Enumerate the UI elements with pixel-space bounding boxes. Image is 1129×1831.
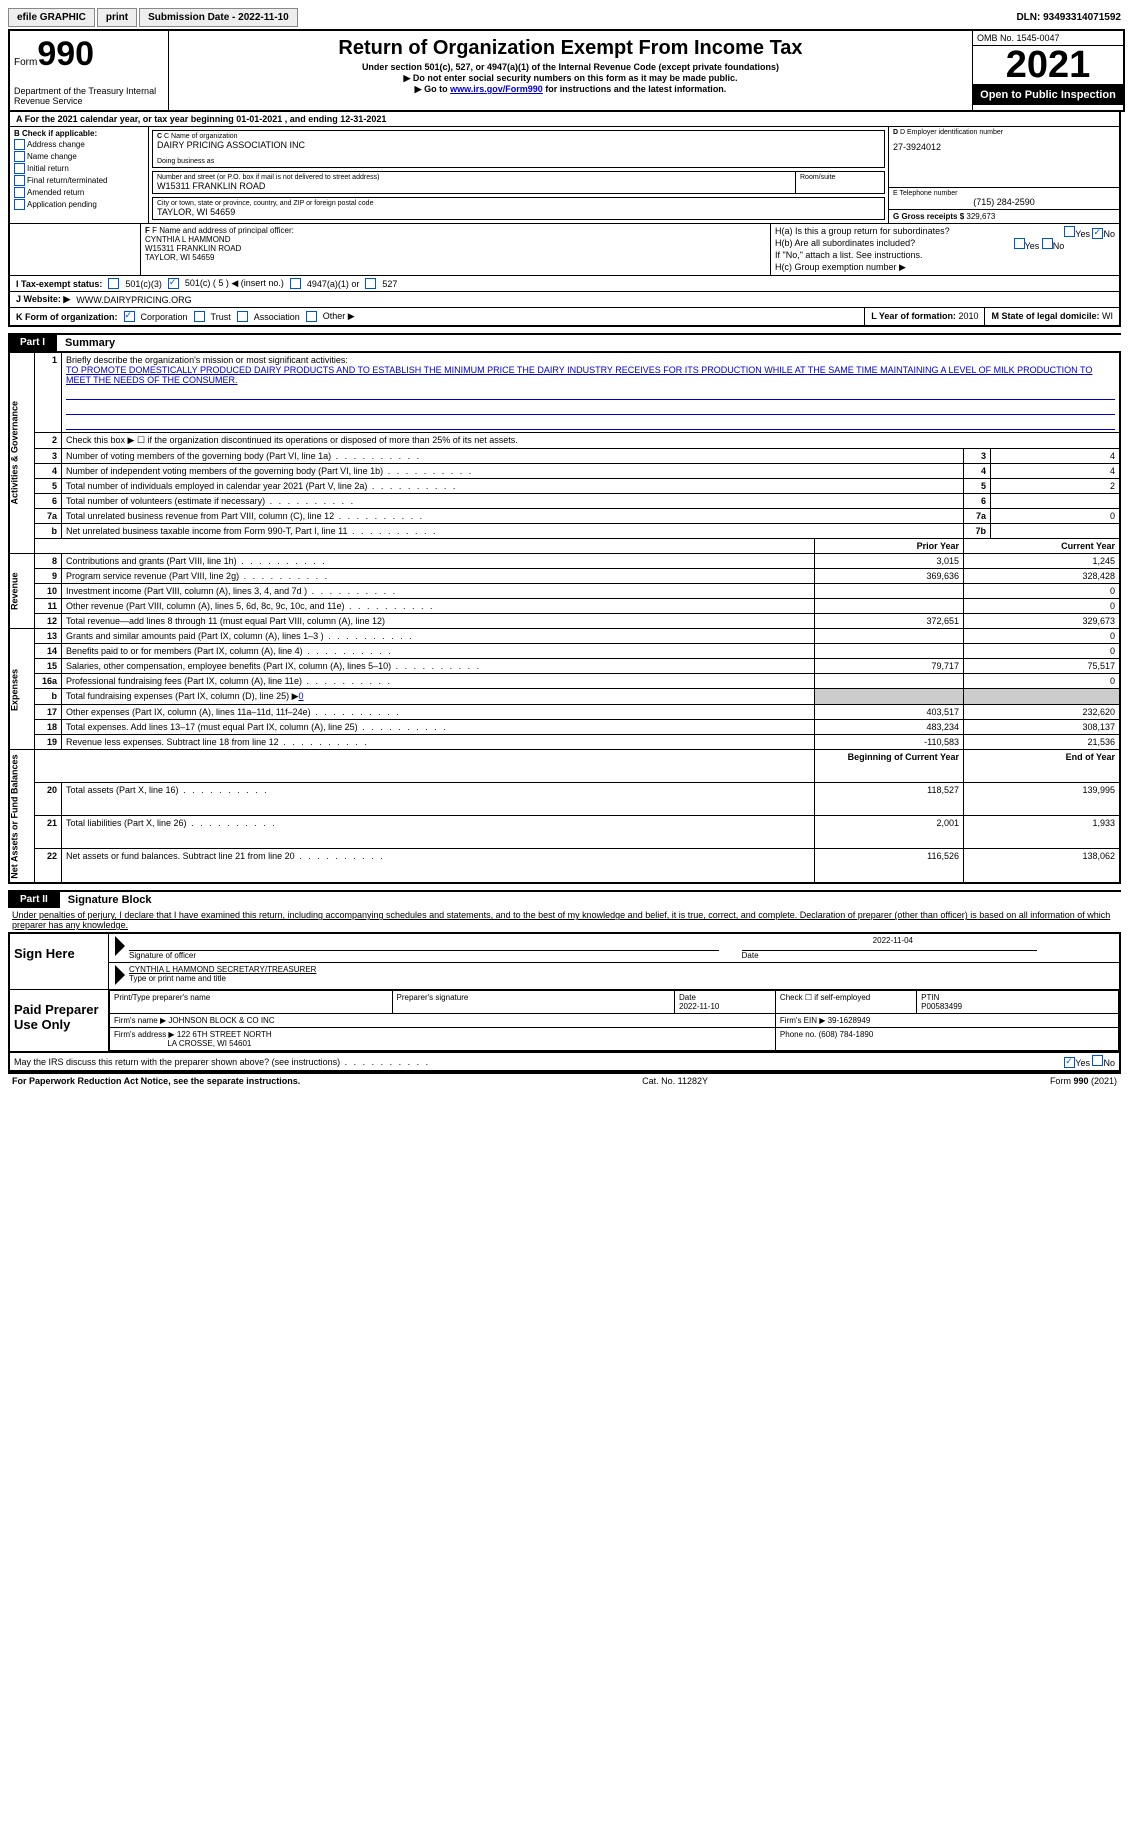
dba-label: Doing business as [157, 158, 880, 165]
chk-corp[interactable] [124, 311, 135, 322]
chk-501c[interactable] [168, 278, 179, 289]
year-formation: 2010 [958, 311, 978, 321]
city-label: City or town, state or province, country… [157, 200, 880, 207]
ein: 27-3924012 [893, 142, 1115, 152]
form-number: Form990 [14, 35, 164, 74]
check-applicable: B Check if applicable: Address change Na… [10, 127, 149, 223]
sign-arrow-icon-2 [115, 965, 125, 985]
addr-label: Number and street (or P.O. box if mail i… [157, 174, 791, 181]
submission-date: Submission Date - 2022-11-10 [139, 8, 298, 27]
hb-yes[interactable] [1014, 238, 1025, 249]
efile-button[interactable]: efile GRAPHIC [8, 8, 95, 27]
subtitle-1: Under section 501(c), 527, or 4947(a)(1)… [177, 62, 964, 72]
form-title: Return of Organization Exempt From Incom… [177, 37, 964, 60]
ptin: P00583499 [921, 1002, 962, 1011]
row-tax-exempt: I Tax-exempt status: 501(c)(3) 501(c) ( … [8, 276, 1121, 292]
part1-header: Part I Summary [8, 333, 1121, 351]
preparer-table: Print/Type preparer's name Preparer's si… [109, 990, 1119, 1051]
section-net: Net Assets or Fund Balances [9, 750, 35, 884]
room-label: Room/suite [800, 174, 880, 181]
addr: W15311 FRANKLIN ROAD [157, 181, 791, 191]
section-rev: Revenue [9, 554, 35, 629]
sign-arrow-icon [115, 936, 125, 956]
signature-section: Sign Here 2022-11-04 Signature of office… [8, 932, 1121, 1072]
firm-ein: 39-1628949 [828, 1016, 871, 1025]
firm-addr1: 122 6TH STREET NORTH [177, 1030, 272, 1039]
firm-name: JOHNSON BLOCK & CO INC [168, 1016, 274, 1025]
open-to-public: Open to Public Inspection [973, 85, 1123, 105]
officer-print-name: CYNTHIA L HAMMOND SECRETARY/TREASURER [129, 965, 1113, 974]
firm-addr2: LA CROSSE, WI 54601 [167, 1039, 251, 1048]
print-button[interactable]: print [97, 8, 137, 27]
row-klm: K Form of organization: Corporation Trus… [8, 308, 1121, 327]
officer-addr2: TAYLOR, WI 54659 [145, 253, 215, 262]
sig-date-val: 2022-11-04 [129, 936, 1113, 950]
state-domicile: WI [1102, 311, 1113, 321]
discuss-row: May the IRS discuss this return with the… [10, 1052, 1119, 1070]
row-website: J Website: ▶ WWW.DAIRYPRICING.ORG [8, 292, 1121, 308]
chk-trust[interactable] [194, 311, 205, 322]
mission-text: TO PROMOTE DOMESTICALLY PRODUCED DAIRY P… [66, 365, 1092, 385]
summary-table: Activities & Governance 1 Briefly descri… [8, 351, 1121, 884]
declaration-text: Under penalties of perjury, I declare th… [8, 908, 1121, 932]
sign-here-label: Sign Here [10, 934, 109, 989]
website-url: WWW.DAIRYPRICING.ORG [76, 295, 191, 305]
tax-year: 2021 [973, 46, 1123, 85]
officer-addr1: W15311 FRANKLIN ROAD [145, 244, 241, 253]
section-ag: Activities & Governance [9, 352, 35, 554]
tel: (715) 284-2590 [893, 197, 1115, 207]
chk-other[interactable] [306, 311, 317, 322]
discuss-yes[interactable] [1064, 1057, 1075, 1068]
chk-initial-return[interactable] [14, 163, 25, 174]
subtitle-2: ▶ Do not enter social security numbers o… [177, 73, 964, 84]
department: Department of the Treasury Internal Reve… [14, 86, 164, 106]
org-info-box: B Check if applicable: Address change Na… [8, 127, 1121, 224]
city: TAYLOR, WI 54659 [157, 207, 880, 217]
chk-app-pending[interactable] [14, 199, 25, 210]
chk-final-return[interactable] [14, 175, 25, 186]
chk-4947[interactable] [290, 278, 301, 289]
paid-preparer-label: Paid Preparer Use Only [10, 990, 109, 1051]
subtitle-3: ▶ Go to www.irs.gov/Form990 for instruct… [177, 84, 964, 95]
firm-phone: (608) 784-1890 [819, 1030, 874, 1039]
gross-label: G Gross receipts $ [893, 212, 966, 221]
ha-yes[interactable] [1064, 226, 1075, 237]
chk-amended[interactable] [14, 187, 25, 198]
org-name-label: C C Name of organization [157, 133, 880, 140]
chk-assoc[interactable] [237, 311, 248, 322]
section-exp: Expenses [9, 629, 35, 750]
part2-header: Part II Signature Block [8, 890, 1121, 908]
officer-name: CYNTHIA L HAMMOND [145, 235, 231, 244]
chk-address-change[interactable] [14, 139, 25, 150]
chk-name-change[interactable] [14, 151, 25, 162]
dln: DLN: 93493314071592 [1016, 12, 1121, 23]
page-footer: For Paperwork Reduction Act Notice, see … [8, 1072, 1121, 1088]
form-header: Form990 Department of the Treasury Inter… [8, 29, 1125, 112]
chk-527[interactable] [365, 278, 376, 289]
top-bar: efile GRAPHIC print Submission Date - 20… [8, 8, 1121, 27]
chk-501c3[interactable] [108, 278, 119, 289]
gross-receipts: 329,673 [966, 212, 995, 221]
irs-link[interactable]: www.irs.gov/Form990 [450, 84, 543, 94]
ein-label: D Employer identification number [900, 129, 1003, 136]
hb-no[interactable] [1042, 238, 1053, 249]
tel-label: E Telephone number [893, 190, 1115, 197]
org-name: DAIRY PRICING ASSOCIATION INC [157, 140, 880, 150]
discuss-no[interactable] [1092, 1055, 1103, 1066]
ha-no[interactable] [1092, 228, 1103, 239]
officer-group-box: F F Name and address of principal office… [8, 224, 1121, 276]
line-a-tax-year: A For the 2021 calendar year, or tax yea… [8, 112, 1121, 127]
